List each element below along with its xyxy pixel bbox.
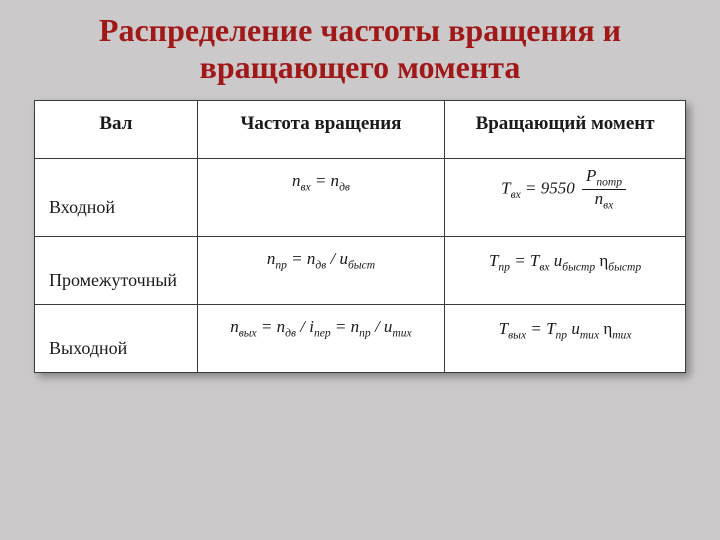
cell-frequency: nпр = nдв / ибыст <box>197 236 444 304</box>
cell-shaft: Входной <box>35 158 198 236</box>
col-frequency: Частота вращения <box>197 100 444 158</box>
table-row: Промежуточный nпр = nдв / ибыст Tпр = Tв… <box>35 236 686 304</box>
table-row: Выходной nвых = nдв / iпер = nпр / итих … <box>35 304 686 372</box>
page-title: Распределение частоты вращения и вращающ… <box>0 0 720 100</box>
col-moment: Вращающий момент <box>445 100 686 158</box>
shaft-table: Вал Частота вращения Вращающий момент Вх… <box>34 100 686 373</box>
cell-moment: Tпр = Tвх ибыстр ηбыстр <box>445 236 686 304</box>
cell-shaft: Промежуточный <box>35 236 198 304</box>
cell-moment: Tвх = 9550 Pпотрnвх <box>445 158 686 236</box>
cell-shaft: Выходной <box>35 304 198 372</box>
table-container: Вал Частота вращения Вращающий момент Вх… <box>34 100 686 373</box>
cell-moment: Tвых = Tпр итих ηтих <box>445 304 686 372</box>
cell-frequency: nвх = nдв <box>197 158 444 236</box>
table-header-row: Вал Частота вращения Вращающий момент <box>35 100 686 158</box>
col-shaft: Вал <box>35 100 198 158</box>
cell-frequency: nвых = nдв / iпер = nпр / итих <box>197 304 444 372</box>
table-row: Входной nвх = nдв Tвх = 9550 Pпотрnвх <box>35 158 686 236</box>
